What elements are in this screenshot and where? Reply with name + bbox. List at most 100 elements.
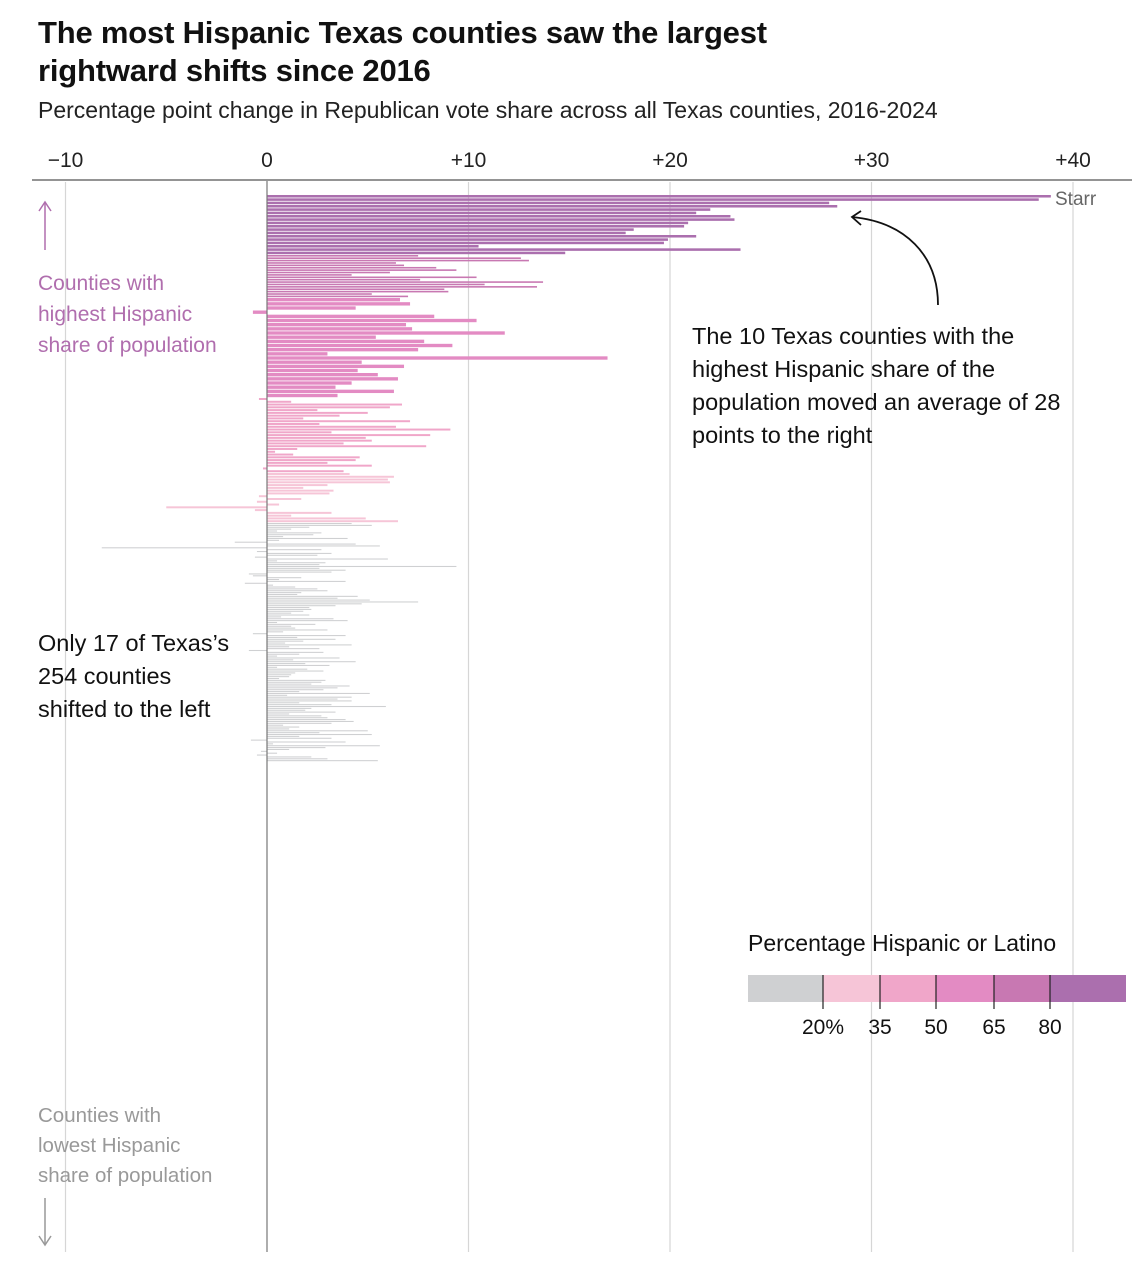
county-bar	[267, 298, 400, 302]
county-bar	[267, 414, 340, 417]
county-bar	[267, 644, 352, 646]
county-bar	[267, 235, 697, 238]
county-bar	[267, 564, 320, 566]
county-bar	[267, 700, 352, 702]
county-bar	[267, 409, 318, 412]
county-bar	[267, 735, 300, 737]
county-bar	[267, 666, 278, 668]
county-bar	[267, 692, 370, 694]
title-line-1: The most Hispanic Texas counties saw the…	[38, 15, 767, 50]
county-bar	[267, 201, 830, 205]
county-bar	[267, 439, 372, 442]
county-bar	[267, 417, 304, 420]
county-bar	[267, 722, 332, 724]
left-line-3: shifted to the left	[38, 696, 211, 722]
county-bar	[267, 251, 566, 255]
county-bar	[267, 709, 306, 711]
county-bar	[267, 560, 278, 562]
legend-swatch	[936, 975, 994, 1002]
county-bar	[267, 713, 290, 715]
county-bar	[267, 532, 322, 534]
left-line-2: 254 counties	[38, 663, 172, 689]
up-arrow	[38, 200, 52, 250]
county-bar	[267, 696, 352, 698]
county-bar	[267, 464, 372, 467]
legend-tick-label: 65	[982, 1016, 1005, 1039]
county-bar	[267, 758, 328, 760]
county-bar	[267, 231, 626, 235]
county-bar	[267, 711, 336, 713]
county-bar	[267, 631, 284, 633]
annotation-arrow-curve	[851, 216, 939, 306]
county-bar	[267, 543, 356, 545]
county-bar	[267, 683, 312, 685]
county-bar	[267, 689, 324, 691]
county-bar	[267, 732, 320, 734]
county-bar	[267, 623, 316, 625]
county-bar	[267, 638, 336, 640]
county-bar	[267, 681, 322, 683]
county-bar	[267, 621, 278, 624]
title-line-2: rightward shifts since 2016	[38, 53, 431, 88]
county-bar	[267, 517, 366, 520]
county-bar	[267, 211, 697, 215]
county-bar	[166, 506, 267, 509]
county-bar	[267, 539, 280, 541]
county-bar	[267, 475, 394, 478]
county-bar	[267, 221, 689, 225]
county-bar	[267, 536, 284, 538]
county-bar	[267, 295, 409, 298]
county-bar	[267, 672, 296, 674]
left-shift-annotation: Only 17 of Texas’s 254 counties shifted …	[38, 627, 229, 726]
legend-tick-label: 50	[924, 1016, 947, 1039]
county-bar	[267, 450, 276, 453]
county-bar	[267, 608, 312, 610]
lowest-line-2: lowest Hispanic	[38, 1134, 181, 1157]
county-bar	[267, 659, 294, 661]
county-bar	[234, 541, 267, 543]
legend-swatch	[1050, 975, 1126, 1002]
county-bar	[267, 526, 310, 528]
down-arrow-head	[38, 1235, 52, 1247]
left-line-1: Only 17 of Texas’s	[38, 630, 230, 656]
county-bar	[267, 567, 320, 569]
county-bar	[256, 754, 267, 756]
county-bar	[267, 648, 320, 650]
county-bar	[267, 562, 326, 564]
county-bar	[267, 400, 292, 403]
county-bar	[267, 364, 405, 369]
county-bar	[267, 687, 338, 689]
county-bar	[267, 318, 477, 323]
county-bar	[267, 674, 292, 676]
county-bar	[267, 238, 668, 241]
county-bar	[267, 748, 290, 750]
county-bar	[267, 323, 407, 327]
county-bar	[267, 470, 344, 473]
county-bar	[267, 691, 300, 693]
county-bar	[267, 205, 838, 208]
county-bar	[267, 484, 328, 487]
county-bar	[267, 717, 328, 719]
county-bar	[267, 403, 402, 406]
county-bar	[267, 616, 282, 618]
county-bar	[267, 620, 348, 622]
bars	[101, 195, 1051, 762]
starr-label: Starr	[1055, 189, 1097, 210]
county-bar	[252, 633, 267, 635]
county-bar	[267, 705, 386, 708]
county-bar	[267, 724, 284, 726]
top10-line-2: highest Hispanic share of the	[692, 356, 996, 382]
county-bar	[267, 266, 437, 269]
county-bar	[248, 649, 267, 652]
county-bar	[267, 486, 304, 489]
county-bar	[267, 651, 324, 653]
legend-swatch	[823, 975, 880, 1002]
county-bar	[267, 607, 310, 609]
county-bar	[267, 528, 292, 530]
county-bar	[267, 368, 358, 373]
top10-annotation: The 10 Texas counties with the highest H…	[692, 320, 1060, 452]
county-bar	[267, 733, 372, 736]
county-bar	[267, 348, 419, 352]
county-bar	[267, 434, 431, 437]
county-bar	[267, 481, 390, 484]
